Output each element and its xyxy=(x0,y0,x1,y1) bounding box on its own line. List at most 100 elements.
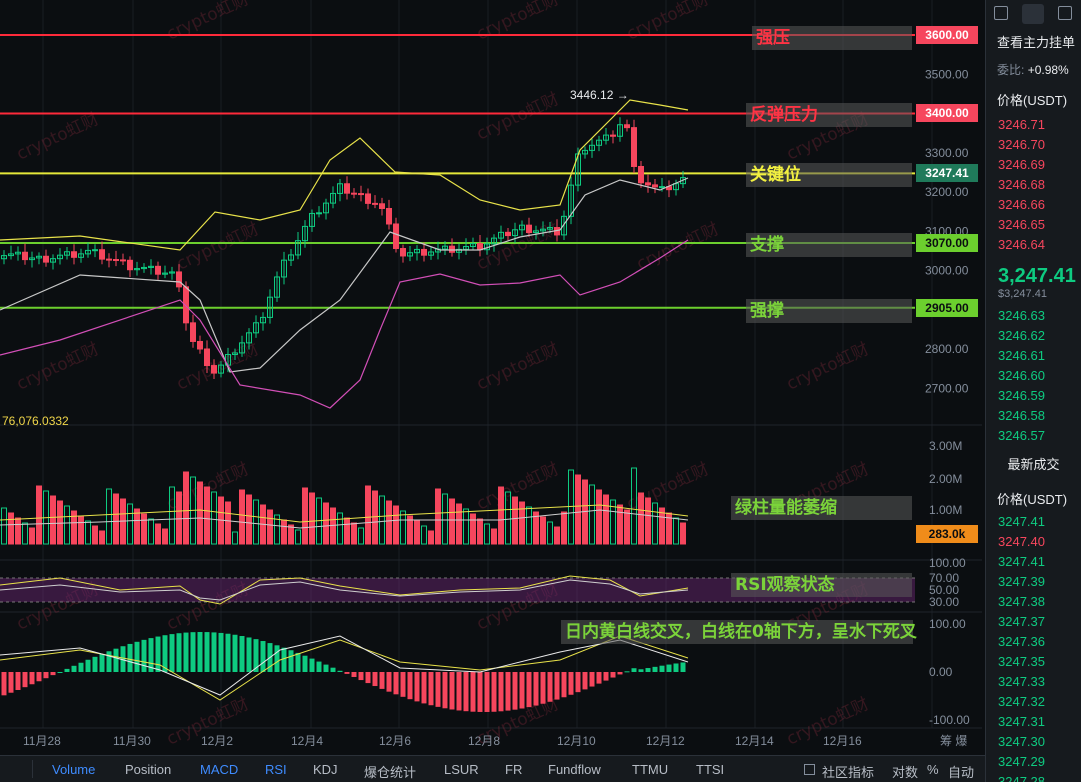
order-book-title[interactable]: 查看主力挂单 xyxy=(997,35,1076,50)
rsi-line xyxy=(0,575,689,605)
trade-price-row: 3247.30 xyxy=(998,734,1045,749)
candle-body xyxy=(92,249,98,252)
indicator-tab-ttmu[interactable]: TTMU xyxy=(632,762,669,777)
candle-body xyxy=(323,202,329,214)
candle-body xyxy=(645,182,651,186)
settings-sliders-icon[interactable] xyxy=(994,6,1008,20)
bid-price-row[interactable]: 3246.62 xyxy=(998,328,1045,343)
indicator-tab-fr[interactable]: FR xyxy=(505,762,523,777)
macd-histogram-bar xyxy=(470,672,476,712)
trade-price-row: 3247.39 xyxy=(998,574,1045,589)
volume-bar xyxy=(680,522,686,545)
annotation-support: 支撑 xyxy=(746,233,912,257)
candle-body xyxy=(561,215,567,236)
candle-body xyxy=(197,340,203,350)
candle-body xyxy=(407,252,413,257)
macd-histogram-bar xyxy=(631,668,637,672)
candle-body xyxy=(176,271,182,288)
bid-price-row[interactable]: 3246.63 xyxy=(998,308,1045,323)
order-ratio: 委比: +0.98% xyxy=(986,61,1081,78)
macd-histogram-bar xyxy=(358,672,364,681)
percent-toggle[interactable]: % xyxy=(927,762,939,777)
macd-histogram-bar xyxy=(225,633,231,672)
x-axis-label: 12月16 xyxy=(823,734,862,748)
indicator-tab-macd[interactable]: MACD xyxy=(200,762,239,777)
macd-histogram-bar xyxy=(316,661,322,672)
ask-price-row[interactable]: 3246.70 xyxy=(998,137,1045,152)
watermark-text: crypto虹财 xyxy=(164,0,252,45)
bid-price-row[interactable]: 3246.57 xyxy=(998,428,1045,443)
volume-bar xyxy=(547,521,553,545)
indicator-tab-volume[interactable]: Volume xyxy=(52,762,96,777)
candle-body xyxy=(442,245,448,250)
volume-bar xyxy=(253,499,259,545)
macd-histogram-bar xyxy=(218,632,224,672)
watermark-text: crypto虹财 xyxy=(474,339,562,394)
macd-histogram-bar xyxy=(323,664,329,672)
volume-bar xyxy=(589,484,595,545)
macd-histogram-bar xyxy=(561,672,567,698)
annotation-macd-note: 日内黄白线交叉，白线在0轴下方，呈水下死叉 xyxy=(561,620,917,644)
indicator-tab-爆仓统计[interactable]: 爆仓统计 xyxy=(364,765,417,780)
macd-histogram-bar xyxy=(239,636,245,672)
price-axis-label: 2700.00 xyxy=(925,381,969,395)
layout-icon[interactable] xyxy=(1022,4,1044,24)
indicator-tab-position[interactable]: Position xyxy=(125,762,172,777)
ask-price-row[interactable]: 3246.68 xyxy=(998,177,1045,192)
candle-body xyxy=(400,248,406,257)
ask-price-row[interactable]: 3246.64 xyxy=(998,237,1045,252)
macd-histogram-bar xyxy=(295,652,301,672)
bid-price-row[interactable]: 3246.59 xyxy=(998,388,1045,403)
last-price-usd: $3,247.41 xyxy=(998,288,1047,300)
community-indicator-icon[interactable] xyxy=(804,764,815,775)
indicator-tab-lsur[interactable]: LSUR xyxy=(444,762,479,777)
price-tag-current: 3247.41 xyxy=(916,164,978,182)
indicator-tab-rsi[interactable]: RSI xyxy=(265,762,287,777)
macd-histogram-bar xyxy=(302,655,308,672)
ask-price-row[interactable]: 3246.65 xyxy=(998,217,1045,232)
macd-histogram-bar xyxy=(547,672,553,702)
candle-body xyxy=(43,255,49,263)
macd-histogram-bar xyxy=(204,632,210,672)
bid-price-row[interactable]: 3246.60 xyxy=(998,368,1045,383)
candle-body xyxy=(57,254,63,260)
bid-price-row[interactable]: 3246.61 xyxy=(998,348,1045,363)
volume-pane xyxy=(0,467,689,545)
candle-body xyxy=(470,243,476,247)
trades-header[interactable]: 最新成交 xyxy=(1007,457,1060,472)
rsi-axis-label: 70.00 xyxy=(929,571,959,585)
macd-pane xyxy=(0,632,689,712)
volume-bar xyxy=(197,481,203,545)
indicator-tab-bar: Volume Position MACD RSI KDJ 爆仓统计 LSUR FR Fundfl… xyxy=(0,755,985,782)
auto-scale-toggle[interactable]: 自动 xyxy=(948,765,975,780)
log-scale-toggle[interactable]: 对数 xyxy=(892,765,919,780)
volume-bar xyxy=(456,503,462,545)
candle-body xyxy=(218,364,224,374)
candle-body xyxy=(351,192,357,195)
indicator-tab-fundflow[interactable]: Fundflow xyxy=(548,762,601,777)
volume-bar xyxy=(407,515,413,545)
order-book-panel: 查看主力挂单 委比: +0.98% 价格(USDT) 3246.71 3246.7… xyxy=(985,0,1081,782)
bid-price-row[interactable]: 3246.58 xyxy=(998,408,1045,423)
volume-bar xyxy=(631,467,637,545)
trade-price-row: 3247.38 xyxy=(998,594,1045,609)
layout-alt-icon[interactable] xyxy=(1058,6,1072,20)
indicator-tab-ttsi[interactable]: TTSI xyxy=(696,762,725,777)
candle-body xyxy=(134,268,140,271)
ask-price-row[interactable]: 3246.71 xyxy=(998,117,1045,132)
macd-histogram-bar xyxy=(344,672,350,674)
macd-histogram-bar xyxy=(659,665,665,672)
price-axis-label: 3000.00 xyxy=(925,264,969,278)
volume-bar xyxy=(71,510,77,545)
macd-histogram-bar xyxy=(463,672,469,712)
price-tag-3400: 3400.00 xyxy=(916,104,978,122)
ask-price-row[interactable]: 3246.69 xyxy=(998,157,1045,172)
candle-body xyxy=(365,193,371,204)
indicator-tab-kdj[interactable]: KDJ xyxy=(313,762,338,777)
trade-price-row: 3247.35 xyxy=(998,654,1045,669)
chart-area[interactable]: crypto虹财 crypto虹财 crypto虹财 crypto虹财 crypto虹财… xyxy=(0,0,982,755)
trade-price-row: 3247.31 xyxy=(998,714,1045,729)
ask-price-row[interactable]: 3246.66 xyxy=(998,197,1045,212)
community-indicator-tab[interactable]: 社区指标 xyxy=(822,765,875,780)
candle-body xyxy=(8,253,14,257)
